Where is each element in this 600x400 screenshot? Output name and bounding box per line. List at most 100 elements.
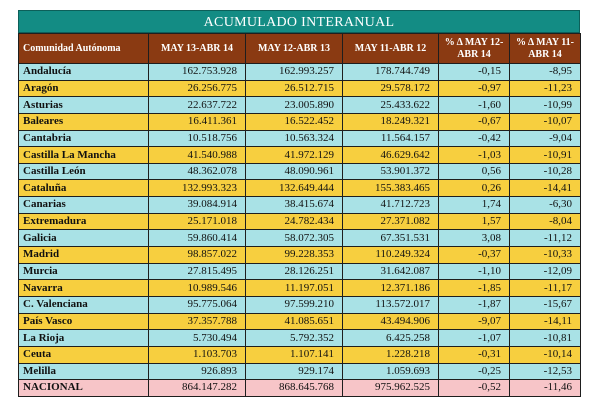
change-1: -1,85 <box>438 279 510 297</box>
change-1: -1,07 <box>438 329 510 347</box>
change-2: -6,30 <box>509 196 581 214</box>
column-header-change-1: % Δ MAY 12-ABR 14 <box>438 33 510 64</box>
change-1: -1,03 <box>438 146 510 164</box>
value-period-1: 27.815.495 <box>148 262 246 281</box>
table-row: C. Valenciana 95.775.064 97.599.210 113.572… <box>18 295 581 314</box>
region-name: C. Valenciana <box>18 295 149 314</box>
value-period-3: 41.712.723 <box>342 196 439 214</box>
column-header-period-2: MAY 12-ABR 13 <box>245 33 343 64</box>
table-row: La Rioja 5.730.494 5.792.352 6.425.258 -1,07… <box>18 329 581 347</box>
change-1: 0,56 <box>438 162 510 181</box>
value-period-1: 10.518.756 <box>148 129 246 148</box>
value-period-1: 162.753.928 <box>148 63 246 81</box>
region-name: Ceuta <box>18 345 149 364</box>
region-name: Castilla León <box>18 162 149 181</box>
value-period-1: 98.857.022 <box>148 246 246 264</box>
change-1: 3,08 <box>438 229 510 248</box>
value-period-2: 28.126.251 <box>245 262 343 281</box>
column-header-region: Comunidad Autónoma <box>18 33 149 64</box>
total-change-2: -11,46 <box>509 379 581 397</box>
value-period-2: 1.107.141 <box>245 345 343 364</box>
region-name: Madrid <box>18 246 149 264</box>
value-period-1: 37.357.788 <box>148 312 246 331</box>
change-2: -10,14 <box>509 345 581 364</box>
value-period-2: 5.792.352 <box>245 329 343 347</box>
column-header-change-2: % Δ MAY 11-ABR 14 <box>509 33 581 64</box>
table-row: País Vasco 37.357.788 41.085.651 43.494.906… <box>18 312 581 331</box>
region-name: Extremadura <box>18 212 149 231</box>
table-row: Navarra 10.989.546 11.197.051 12.371.186 -1,… <box>18 279 581 297</box>
region-name: Melilla <box>18 362 149 381</box>
table-row: Andalucía 162.753.928 162.993.257 178.744.7… <box>18 63 581 81</box>
value-period-2: 97.599.210 <box>245 295 343 314</box>
region-name: Andalucía <box>18 63 149 81</box>
value-period-2: 26.512.715 <box>245 79 343 98</box>
total-row: NACIONAL 864.147.282 868.645.768 975.962.52… <box>18 379 581 397</box>
change-1: 0,26 <box>438 179 510 198</box>
change-1: -0,15 <box>438 63 510 81</box>
value-period-1: 132.993.323 <box>148 179 246 198</box>
data-table: Comunidad Autónoma MAY 13-ABR 14 MAY 12-… <box>18 33 581 397</box>
change-2: -11,17 <box>509 279 581 297</box>
table-row: Castilla La Mancha 41.540.988 41.972.129 46… <box>18 146 581 164</box>
value-period-3: 43.494.906 <box>342 312 439 331</box>
change-2: -15,67 <box>509 295 581 314</box>
change-2: -12,09 <box>509 262 581 281</box>
change-1: -0,37 <box>438 246 510 264</box>
value-period-1: 22.637.722 <box>148 96 246 114</box>
table-row: Cantabria 10.518.756 10.563.324 11.564.157-… <box>18 129 581 148</box>
column-header-period-1: MAY 13-ABR 14 <box>148 33 246 64</box>
value-period-2: 41.085.651 <box>245 312 343 331</box>
value-period-3: 1.059.693 <box>342 362 439 381</box>
change-2: -9,04 <box>509 129 581 148</box>
change-2: -8,95 <box>509 63 581 81</box>
change-2: -11,12 <box>509 229 581 248</box>
total-value-period-1: 864.147.282 <box>148 379 246 397</box>
change-2: -10,91 <box>509 146 581 164</box>
table-row: Canarias 39.084.914 38.415.674 41.712.723 1,… <box>18 196 581 214</box>
value-period-1: 10.989.546 <box>148 279 246 297</box>
value-period-2: 58.072.305 <box>245 229 343 248</box>
value-period-3: 53.901.372 <box>342 162 439 181</box>
table-row: Aragón 26.256.775 26.512.715 29.578.172 -0,9… <box>18 79 581 98</box>
change-2: -14,11 <box>509 312 581 331</box>
change-1: -9,07 <box>438 312 510 331</box>
table-container: ACUMULADO INTERANUAL Comunidad Autónoma … <box>18 10 581 397</box>
change-1: -0,97 <box>438 79 510 98</box>
value-period-3: 178.744.749 <box>342 63 439 81</box>
region-name: País Vasco <box>18 312 149 331</box>
change-2: -12,53 <box>509 362 581 381</box>
value-period-1: 926.893 <box>148 362 246 381</box>
value-period-2: 11.197.051 <box>245 279 343 297</box>
total-region-name: NACIONAL <box>18 379 149 397</box>
change-2: -10,07 <box>509 112 581 131</box>
change-2: -10,81 <box>509 329 581 347</box>
value-period-1: 41.540.988 <box>148 146 246 164</box>
value-period-3: 27.371.082 <box>342 212 439 231</box>
value-period-2: 41.972.129 <box>245 146 343 164</box>
table-row: Ceuta 1.103.703 1.107.141 1.228.218 -0,31 -10… <box>18 345 581 364</box>
region-name: Cataluña <box>18 179 149 198</box>
region-name: Cantabria <box>18 129 149 148</box>
table-row: Castilla León 48.362.078 48.090.961 53.901.… <box>18 162 581 181</box>
value-period-3: 46.629.642 <box>342 146 439 164</box>
column-header-period-3: MAY 11-ABR 12 <box>342 33 439 64</box>
change-2: -10,28 <box>509 162 581 181</box>
value-period-1: 39.084.914 <box>148 196 246 214</box>
region-name: Galicia <box>18 229 149 248</box>
value-period-1: 5.730.494 <box>148 329 246 347</box>
change-1: 1,74 <box>438 196 510 214</box>
table-row: Asturias 22.637.722 23.005.890 25.433.622 -1… <box>18 96 581 114</box>
value-period-2: 16.522.452 <box>245 112 343 131</box>
region-name: Navarra <box>18 279 149 297</box>
change-2: -11,23 <box>509 79 581 98</box>
table-row: Madrid 98.857.022 99.228.353 110.249.324 -0,… <box>18 246 581 264</box>
change-2: -8,04 <box>509 212 581 231</box>
change-2: -10,33 <box>509 246 581 264</box>
value-period-1: 26.256.775 <box>148 79 246 98</box>
change-1: -0,25 <box>438 362 510 381</box>
change-1: -1,10 <box>438 262 510 281</box>
header-row: Comunidad Autónoma MAY 13-ABR 14 MAY 12-… <box>18 33 581 64</box>
total-change-1: -0,52 <box>438 379 510 397</box>
change-1: -0,42 <box>438 129 510 148</box>
